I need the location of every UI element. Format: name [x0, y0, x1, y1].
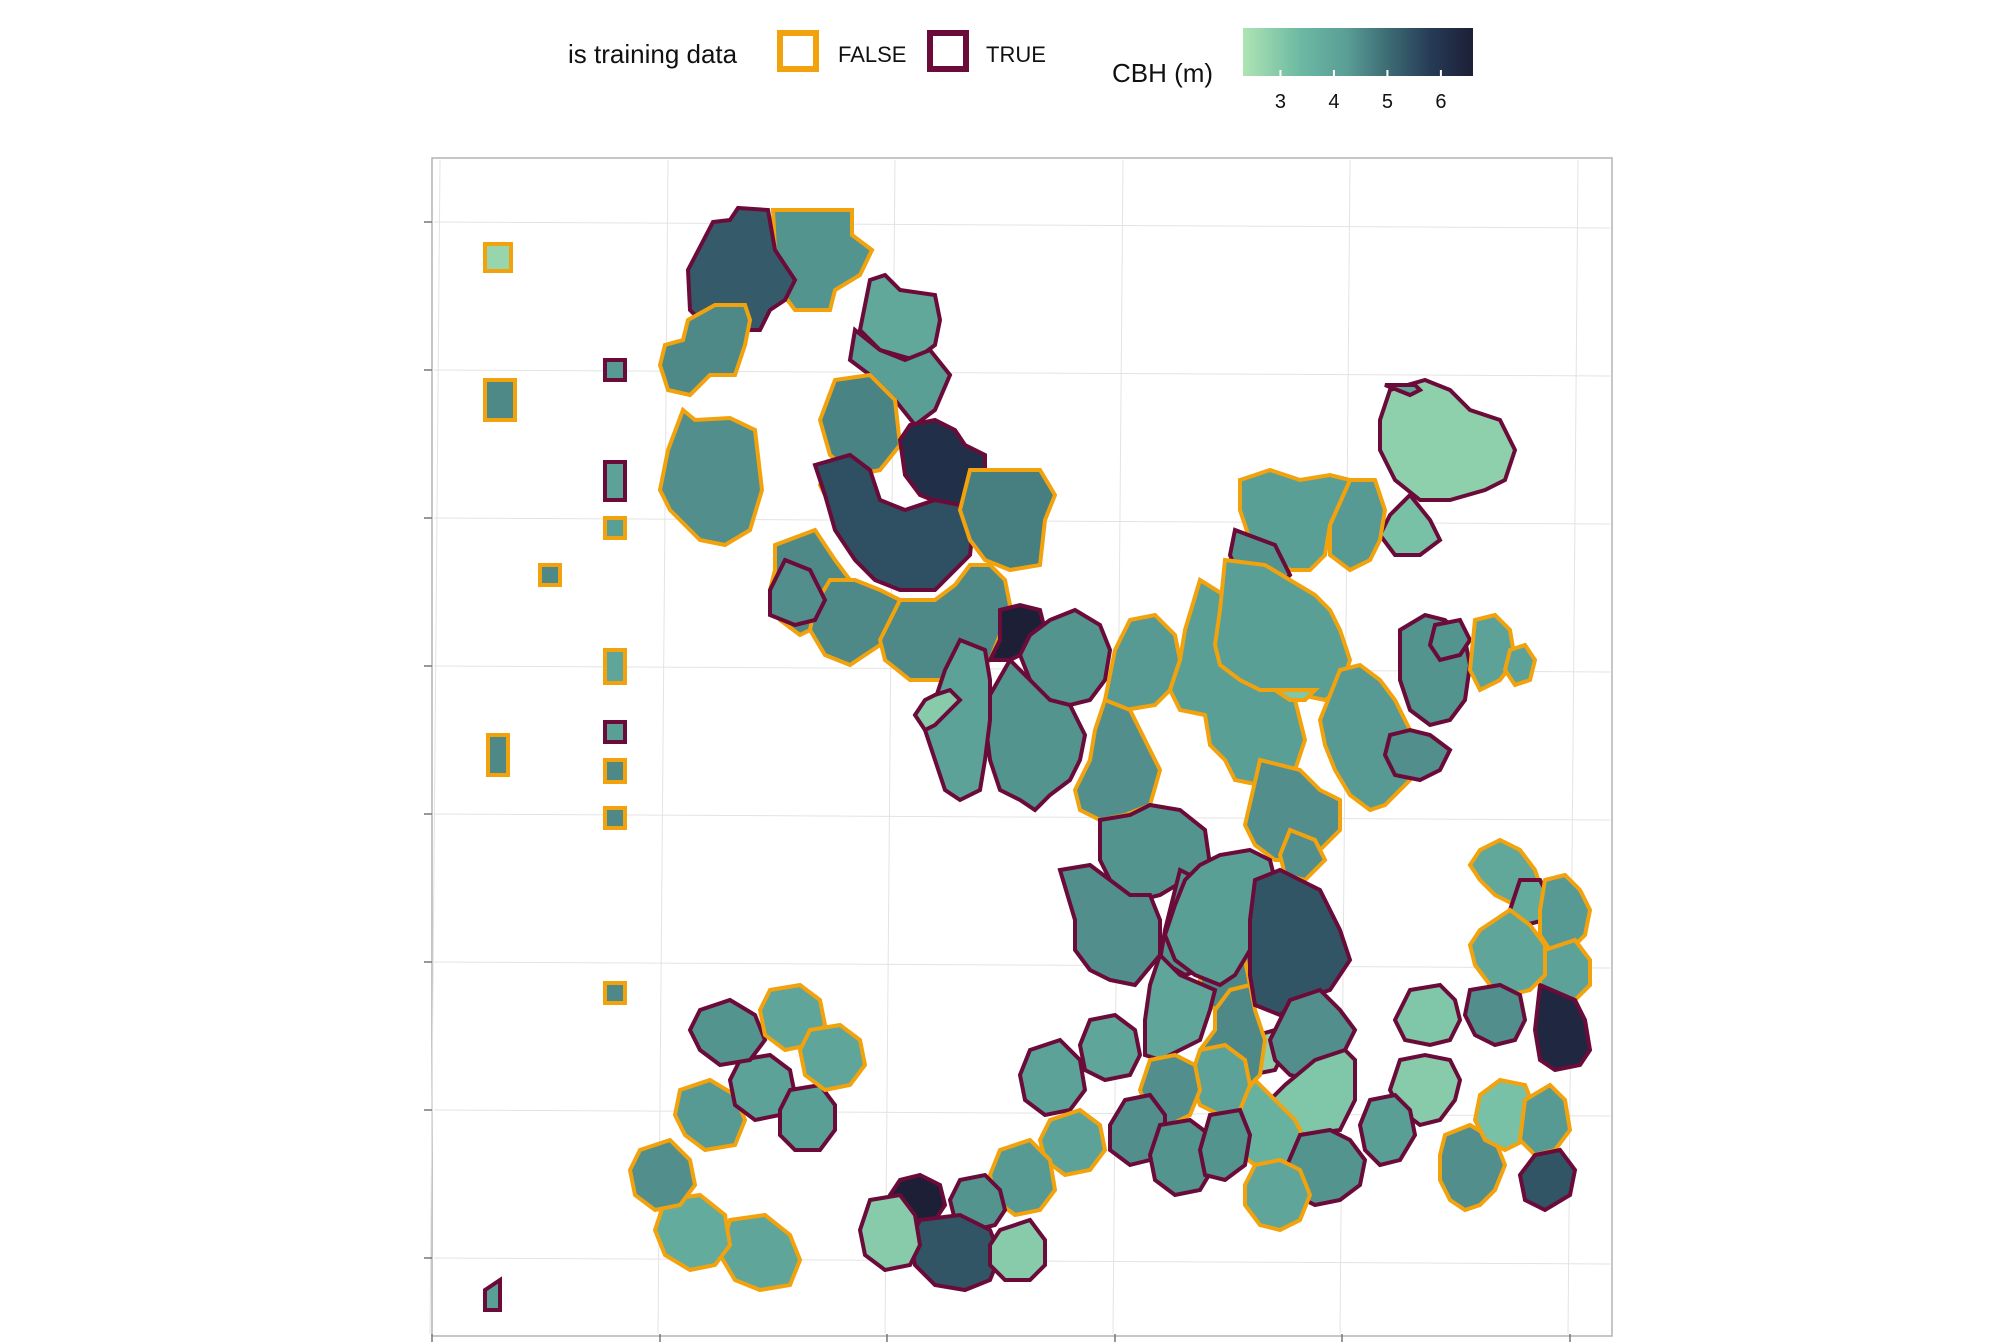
tree-crown-region	[988, 1217, 1047, 1282]
tree-crown-region	[1377, 492, 1443, 557]
tree-crown-region	[603, 358, 627, 382]
tree-crown-region	[1248, 867, 1353, 1018]
tree-crown-region	[1037, 1107, 1108, 1178]
legend-true-label: TRUE	[986, 42, 1046, 67]
tree-crown-region	[687, 997, 768, 1068]
legend-false-key	[777, 30, 819, 72]
tree-crown-region	[538, 563, 562, 587]
colorbar-gradient	[1243, 28, 1473, 76]
tree-crown-region	[1277, 827, 1328, 883]
tree-crown-region	[1384, 383, 1424, 398]
tree-crown-region	[603, 460, 627, 502]
tree-crown-region	[603, 806, 627, 830]
tree-crown-region	[685, 205, 798, 332]
tree-crown-region	[1017, 1037, 1088, 1118]
tree-crown-region	[483, 1276, 502, 1312]
tree-crown-region	[1197, 1107, 1253, 1183]
colorbar-tick-label: 3	[1275, 91, 1286, 113]
tree-crown-region	[768, 557, 828, 628]
tree-crown-region	[627, 1137, 698, 1213]
colorbar-tick-label: 4	[1328, 91, 1339, 113]
tree-crown-region	[1143, 951, 1218, 1063]
tree-crown-region	[1077, 1012, 1143, 1083]
tree-crown-region	[603, 981, 627, 1005]
tree-crown-region	[1147, 1117, 1218, 1198]
legend-true-key	[927, 30, 969, 72]
tree-crown-region	[847, 326, 953, 428]
tree-crown-region	[1427, 617, 1473, 663]
tree-crown-region	[1243, 1157, 1313, 1233]
tree-crown-region	[1357, 1092, 1418, 1168]
map-regions	[483, 205, 1593, 1312]
tree-crown-region	[603, 648, 627, 685]
legend-colorbar: CBH (m) 3 4 5 6	[1112, 28, 1473, 113]
tree-crown-region	[657, 406, 765, 548]
tree-crown-region	[812, 452, 978, 592]
tree-crown-region	[657, 303, 753, 398]
tree-crown-region	[1212, 557, 1353, 703]
colorbar-tick-label: 6	[1435, 91, 1446, 113]
tree-crown-region	[1268, 688, 1320, 702]
colorbar-tick-label: 5	[1382, 91, 1393, 113]
tree-crown-region	[603, 758, 627, 784]
tree-crown-region	[1102, 612, 1183, 713]
tree-crown-region	[1467, 907, 1547, 998]
tree-crown-region	[1502, 642, 1538, 688]
tree-crown-region	[652, 1192, 733, 1273]
tree-crown-region	[717, 1212, 803, 1293]
tree-crown-region	[857, 1192, 923, 1273]
tree-crown-region	[603, 516, 627, 540]
tree-crown-region	[1378, 377, 1518, 502]
legend-training: is training data FALSE TRUE	[568, 30, 1046, 72]
tree-crown-region	[1017, 607, 1113, 708]
tree-crown-region	[483, 378, 517, 422]
tree-crown-region	[486, 733, 510, 777]
tree-crown-region	[1532, 982, 1593, 1073]
legend-cbh-title: CBH (m)	[1112, 58, 1213, 88]
tree-crown-region	[817, 372, 903, 478]
tree-crown-region	[672, 1077, 748, 1153]
legend-training-title: is training data	[568, 39, 738, 69]
tree-crown-region	[1382, 727, 1453, 783]
tree-crown-region	[797, 1022, 868, 1093]
tree-crown-region	[1517, 1082, 1573, 1158]
tree-crown-region	[1517, 1147, 1578, 1213]
tree-crown-region	[1462, 982, 1528, 1048]
tree-crown-region	[1392, 982, 1463, 1048]
tree-crown-region	[603, 720, 627, 744]
legend-false-label: FALSE	[838, 42, 906, 67]
tree-crown-region	[778, 1082, 837, 1152]
tree-crown-region	[957, 468, 1058, 573]
tree-crown-region	[912, 687, 963, 733]
tree-crown-region	[483, 242, 513, 273]
